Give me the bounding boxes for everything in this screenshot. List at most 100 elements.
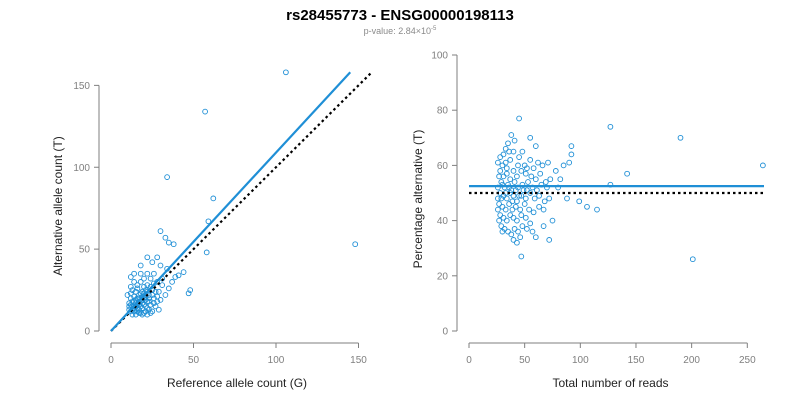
data-point	[508, 132, 515, 138]
data-point	[136, 306, 142, 313]
data-point	[518, 212, 525, 218]
reference-line	[110, 71, 373, 332]
y-tick-label: 0	[442, 327, 448, 338]
data-point	[134, 282, 141, 288]
data-point	[137, 310, 144, 316]
data-point	[137, 262, 144, 269]
data-point	[499, 203, 506, 210]
fit-line	[110, 71, 352, 332]
data-point	[509, 198, 516, 205]
y-tick-label: 40	[437, 216, 449, 227]
data-point	[144, 298, 151, 305]
data-point	[503, 170, 510, 177]
data-point	[502, 145, 509, 152]
data-point	[157, 228, 164, 234]
data-point	[508, 231, 515, 238]
data-point	[506, 201, 512, 207]
data-point	[532, 176, 539, 183]
data-point	[502, 206, 509, 213]
x-axis-label: Reference allele count (G)	[167, 376, 307, 390]
data-point	[131, 279, 137, 285]
data-point	[527, 134, 534, 141]
data-point	[566, 159, 573, 166]
data-point	[352, 241, 359, 248]
data-point	[155, 288, 162, 295]
data-point	[564, 195, 570, 202]
data-point	[159, 282, 166, 288]
data-point	[525, 179, 531, 185]
allele-count-scatter-panel: 0 50 100 150 0 50 100 150 Reference allele count…	[51, 69, 373, 390]
data-point	[155, 306, 162, 313]
data-point	[540, 206, 547, 213]
x-tick-label: 100	[572, 355, 589, 366]
data-point	[524, 187, 530, 194]
data-point	[283, 69, 289, 76]
data-point	[127, 290, 134, 297]
data-point	[146, 298, 152, 305]
data-point	[170, 241, 177, 248]
y-tick-label: 100	[73, 163, 90, 174]
data-point	[517, 234, 524, 241]
data-point	[127, 274, 134, 280]
data-point	[144, 305, 151, 311]
data-point	[536, 192, 542, 199]
data-point	[149, 308, 156, 315]
data-point	[511, 137, 518, 144]
data-point	[149, 292, 156, 298]
data-point	[527, 190, 534, 196]
data-point	[689, 256, 696, 263]
data-point	[497, 168, 504, 174]
chart-subtitle: p-value: 2.84×10-5	[364, 26, 437, 36]
data-point	[495, 195, 501, 202]
data-point	[500, 151, 507, 158]
data-point	[529, 228, 536, 235]
data-point	[127, 283, 134, 290]
data-point	[499, 162, 506, 169]
data-point	[534, 187, 540, 194]
data-point	[495, 206, 501, 213]
data-point	[499, 228, 506, 235]
data-point	[519, 148, 526, 155]
data-point	[149, 259, 156, 266]
data-point	[522, 214, 529, 221]
data-point	[169, 279, 175, 285]
data-point	[557, 176, 564, 183]
data-point	[518, 253, 525, 260]
data-point	[210, 195, 217, 202]
data-point	[202, 108, 208, 115]
data-point	[503, 217, 510, 224]
y-axis-label: Alternative allele count (T)	[51, 136, 65, 275]
data-point	[677, 134, 684, 141]
data-point	[568, 143, 575, 149]
data-point	[137, 270, 144, 277]
data-point	[500, 214, 507, 221]
data-point	[144, 270, 151, 277]
x-tick-label: 100	[268, 355, 285, 366]
data-point	[515, 162, 521, 169]
data-point	[165, 239, 172, 246]
data-point	[129, 287, 136, 293]
y-tick-label: 0	[84, 327, 90, 338]
data-point	[152, 288, 159, 295]
data-point	[537, 170, 544, 177]
data-point	[185, 290, 192, 297]
data-point	[594, 206, 600, 213]
data-point	[137, 303, 144, 310]
y-tick-label: 100	[431, 51, 448, 62]
data-point	[131, 270, 137, 277]
data-point	[536, 203, 542, 210]
data-point	[134, 285, 141, 292]
data-point	[519, 223, 526, 229]
data-point	[147, 310, 154, 316]
data-point	[514, 217, 520, 224]
data-point	[545, 159, 551, 166]
y-tick-label: 20	[437, 271, 449, 282]
data-point	[147, 301, 154, 308]
data-point	[175, 272, 182, 279]
data-point	[132, 311, 139, 318]
data-point	[154, 254, 161, 261]
data-point	[507, 157, 514, 163]
data-point	[147, 275, 154, 282]
p-value-exponent: -5	[431, 26, 437, 32]
data-point	[505, 140, 511, 147]
